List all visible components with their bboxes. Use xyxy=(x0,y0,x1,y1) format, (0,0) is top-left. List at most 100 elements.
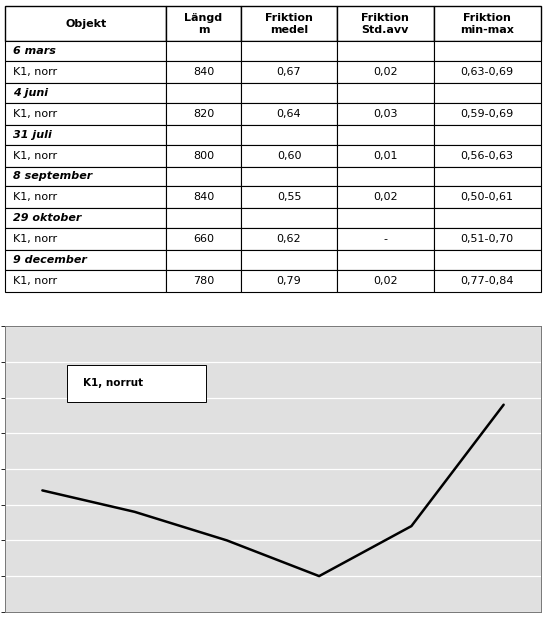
Text: K1, norr: K1, norr xyxy=(14,276,58,286)
Bar xyxy=(241,83,337,103)
Bar xyxy=(434,83,541,103)
Bar xyxy=(337,228,434,250)
Text: 0,02: 0,02 xyxy=(373,67,397,77)
Bar xyxy=(434,228,541,250)
Bar xyxy=(166,41,241,61)
Bar xyxy=(5,145,166,167)
Bar xyxy=(5,61,166,83)
Text: 0,62: 0,62 xyxy=(277,234,301,244)
Bar xyxy=(337,208,434,228)
Text: 0,63-0,69: 0,63-0,69 xyxy=(460,67,514,77)
Bar xyxy=(241,6,337,41)
Bar xyxy=(434,208,541,228)
Bar xyxy=(241,125,337,145)
Text: 6 mars: 6 mars xyxy=(14,46,56,56)
Text: 840: 840 xyxy=(193,67,214,77)
Text: K1, norr: K1, norr xyxy=(14,109,58,119)
Text: 0,55: 0,55 xyxy=(277,192,301,202)
Bar xyxy=(434,145,541,167)
Text: 840: 840 xyxy=(193,192,214,202)
Text: 0,64: 0,64 xyxy=(277,109,301,119)
Bar xyxy=(5,6,166,41)
Text: 0,02: 0,02 xyxy=(373,192,397,202)
Bar xyxy=(166,103,241,125)
Bar xyxy=(241,250,337,270)
Text: -: - xyxy=(383,234,387,244)
Text: Objekt: Objekt xyxy=(65,19,106,29)
Bar xyxy=(337,61,434,83)
Text: 0,67: 0,67 xyxy=(277,67,301,77)
Bar xyxy=(5,228,166,250)
Bar xyxy=(434,250,541,270)
Bar xyxy=(166,270,241,292)
Bar xyxy=(434,167,541,187)
Bar xyxy=(5,103,166,125)
Bar xyxy=(337,145,434,167)
Bar xyxy=(337,250,434,270)
Bar xyxy=(434,61,541,83)
Bar xyxy=(241,270,337,292)
Bar xyxy=(5,167,166,187)
Bar xyxy=(241,61,337,83)
Bar xyxy=(337,83,434,103)
Bar xyxy=(5,208,166,228)
Bar xyxy=(337,187,434,208)
Bar xyxy=(166,187,241,208)
Bar xyxy=(434,125,541,145)
Text: Friktion
min-max: Friktion min-max xyxy=(460,13,514,35)
Text: 31 juli: 31 juli xyxy=(14,130,52,140)
Bar xyxy=(166,83,241,103)
Text: K1, norr: K1, norr xyxy=(14,234,58,244)
Text: Friktion
Std.avv: Friktion Std.avv xyxy=(361,13,410,35)
Bar xyxy=(241,228,337,250)
Bar xyxy=(166,61,241,83)
Text: K1, norr: K1, norr xyxy=(14,67,58,77)
Bar xyxy=(337,41,434,61)
Text: Friktion
medel: Friktion medel xyxy=(265,13,313,35)
FancyBboxPatch shape xyxy=(67,365,206,402)
Bar xyxy=(166,250,241,270)
Bar xyxy=(5,270,166,292)
Bar xyxy=(166,228,241,250)
Text: K1, norrut: K1, norrut xyxy=(83,378,143,388)
Bar xyxy=(241,208,337,228)
Text: 0,79: 0,79 xyxy=(277,276,301,286)
Bar xyxy=(241,145,337,167)
Bar xyxy=(434,103,541,125)
Text: 660: 660 xyxy=(193,234,214,244)
Text: 0,03: 0,03 xyxy=(373,109,397,119)
Bar xyxy=(337,270,434,292)
Bar xyxy=(5,41,166,61)
Text: 0,01: 0,01 xyxy=(373,151,397,161)
Bar xyxy=(241,167,337,187)
Bar xyxy=(241,103,337,125)
Text: 8 september: 8 september xyxy=(14,171,93,182)
Text: 0,02: 0,02 xyxy=(373,276,397,286)
Bar xyxy=(166,125,241,145)
Text: Längd
m: Längd m xyxy=(185,13,223,35)
Bar xyxy=(434,6,541,41)
Bar xyxy=(166,145,241,167)
Bar xyxy=(5,83,166,103)
Text: 780: 780 xyxy=(193,276,214,286)
Bar xyxy=(166,167,241,187)
Bar xyxy=(5,187,166,208)
Bar xyxy=(337,167,434,187)
Bar xyxy=(434,270,541,292)
Text: 0,50-0,61: 0,50-0,61 xyxy=(460,192,514,202)
Text: 4 juni: 4 juni xyxy=(14,88,49,98)
Text: 800: 800 xyxy=(193,151,214,161)
Bar xyxy=(241,41,337,61)
Text: K1, norr: K1, norr xyxy=(14,151,58,161)
Text: K1, norr: K1, norr xyxy=(14,192,58,202)
Bar xyxy=(166,6,241,41)
Bar xyxy=(5,125,166,145)
Text: 0,59-0,69: 0,59-0,69 xyxy=(460,109,514,119)
Bar xyxy=(166,208,241,228)
Bar xyxy=(337,125,434,145)
Text: 0,51-0,70: 0,51-0,70 xyxy=(460,234,514,244)
Bar xyxy=(5,250,166,270)
Text: 0,56-0,63: 0,56-0,63 xyxy=(460,151,514,161)
Bar xyxy=(434,187,541,208)
Text: 9 december: 9 december xyxy=(14,255,87,265)
